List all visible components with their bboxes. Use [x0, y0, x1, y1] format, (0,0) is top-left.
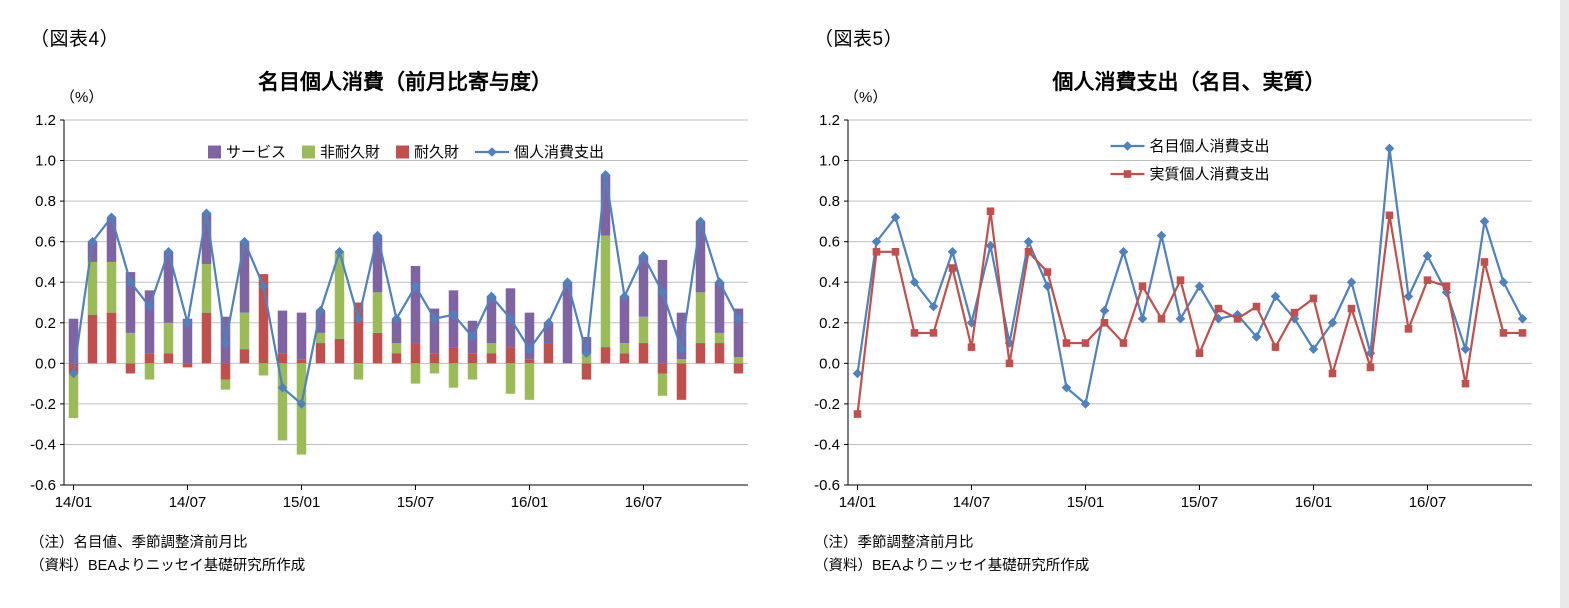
svg-text:0.2: 0.2: [819, 315, 840, 332]
figure4-unit-label: （%）: [60, 89, 104, 106]
svg-text:0.8: 0.8: [35, 193, 56, 210]
figure5-panel: （図表5） 個人消費支出（名目、実質） （%） -0.6 -0.4 -0.2 0.0 0…: [788, 0, 1560, 608]
svg-text:15/01: 15/01: [283, 494, 321, 511]
svg-text:14/01: 14/01: [55, 494, 93, 511]
svg-text:個人消費支出: 個人消費支出: [514, 144, 604, 161]
svg-text:1.0: 1.0: [35, 153, 56, 170]
svg-text:0.8: 0.8: [819, 193, 840, 210]
y-gridlines-and-labels: -0.6 -0.4 -0.2 0.0 0.2 0.4 0.6 0.8 1.0 1.2: [30, 112, 748, 494]
stacked-bars: [68, 174, 744, 455]
svg-text:15/07: 15/07: [397, 494, 435, 511]
legend: サービス 非耐久財 耐久財 個人消費支出: [208, 144, 604, 161]
line-series-1: [853, 207, 1527, 418]
figure5-note-credit: （資料）BEAよりニッセイ基礎研究所作成: [814, 558, 1090, 575]
svg-text:-0.4: -0.4: [814, 436, 840, 453]
svg-text:16/07: 16/07: [625, 494, 663, 511]
svg-text:非耐久財: 非耐久財: [320, 144, 380, 161]
svg-text:0.4: 0.4: [819, 274, 840, 291]
figure4-notes: （注）名目値、季節調整済前月比 （資料）BEAよりニッセイ基礎研究所作成: [30, 532, 305, 578]
svg-text:0.2: 0.2: [35, 315, 56, 332]
svg-text:-0.6: -0.6: [814, 477, 840, 494]
svg-text:0.4: 0.4: [35, 274, 56, 291]
svg-text:-0.4: -0.4: [30, 436, 56, 453]
svg-text:0.0: 0.0: [35, 355, 56, 372]
figure5-chart: -0.6-0.4-0.20.00.20.40.60.81.01.214/01 14…: [814, 112, 1532, 511]
svg-text:-0.2: -0.2: [814, 396, 840, 413]
svg-text:1.2: 1.2: [819, 112, 840, 129]
svg-text:-0.6: -0.6: [30, 477, 56, 494]
figure4-note-credit: （資料）BEAよりニッセイ基礎研究所作成: [30, 558, 306, 575]
figure5-title: 個人消費支出（名目、実質）: [1052, 71, 1326, 94]
svg-text:14/07: 14/07: [169, 494, 207, 511]
svg-text:-0.2: -0.2: [30, 396, 56, 413]
svg-text:1.0: 1.0: [819, 153, 840, 170]
figure4-label: （図表4）: [30, 29, 120, 50]
y-gridlines-and-labels: -0.6 -0.4 -0.2 0.0 0.2 0.4 0.6 0.8 1.0 1.2: [814, 112, 1532, 494]
svg-text:1.2: 1.2: [35, 112, 56, 129]
figure4-panel: （図表4） 名目個人消費（前月比寄与度） （%） -0.6 -0.4 -0.2 0.0…: [4, 0, 776, 608]
svg-text:0.6: 0.6: [35, 234, 56, 251]
svg-text:15/01: 15/01: [1067, 494, 1105, 511]
figure5-notes: （注）季節調整済前月比 （資料）BEAよりニッセイ基礎研究所作成: [814, 532, 1089, 578]
svg-text:実質個人消費支出: 実質個人消費支出: [1150, 165, 1270, 183]
svg-text:名目個人消費支出: 名目個人消費支出: [1150, 138, 1270, 155]
svg-text:0.6: 0.6: [819, 234, 840, 251]
figure5-note-source-note: （注）季節調整済前月比: [814, 535, 974, 551]
svg-text:14/01: 14/01: [839, 494, 877, 511]
svg-text:16/01: 16/01: [1295, 494, 1333, 511]
figure4-title: 名目個人消費（前月比寄与度）: [258, 71, 552, 94]
svg-text:耐久財: 耐久財: [414, 144, 459, 161]
page-right-edge-strip: [1560, 0, 1569, 608]
svg-text:16/07: 16/07: [1409, 494, 1447, 511]
svg-text:14/07: 14/07: [953, 494, 991, 511]
figure4-note-source-note: （注）名目値、季節調整済前月比: [30, 535, 248, 551]
line-series-0: [68, 169, 744, 409]
svg-text:15/07: 15/07: [1181, 494, 1219, 511]
figure5-label: （図表5）: [814, 29, 904, 50]
svg-text:16/01: 16/01: [511, 494, 549, 511]
x-axis-labels: 14/01 14/07 15/01 15/07 16/01 16/07: [55, 485, 663, 511]
figure5-unit-label: （%）: [844, 89, 888, 106]
svg-text:0.0: 0.0: [819, 355, 840, 372]
figure4-chart: -0.6-0.4-0.20.00.20.40.60.81.01.214/01 14…: [30, 112, 748, 511]
svg-text:サービス: サービス: [226, 144, 286, 161]
x-axis-labels: 14/01 14/07 15/01 15/07 16/01 16/07: [839, 485, 1447, 511]
